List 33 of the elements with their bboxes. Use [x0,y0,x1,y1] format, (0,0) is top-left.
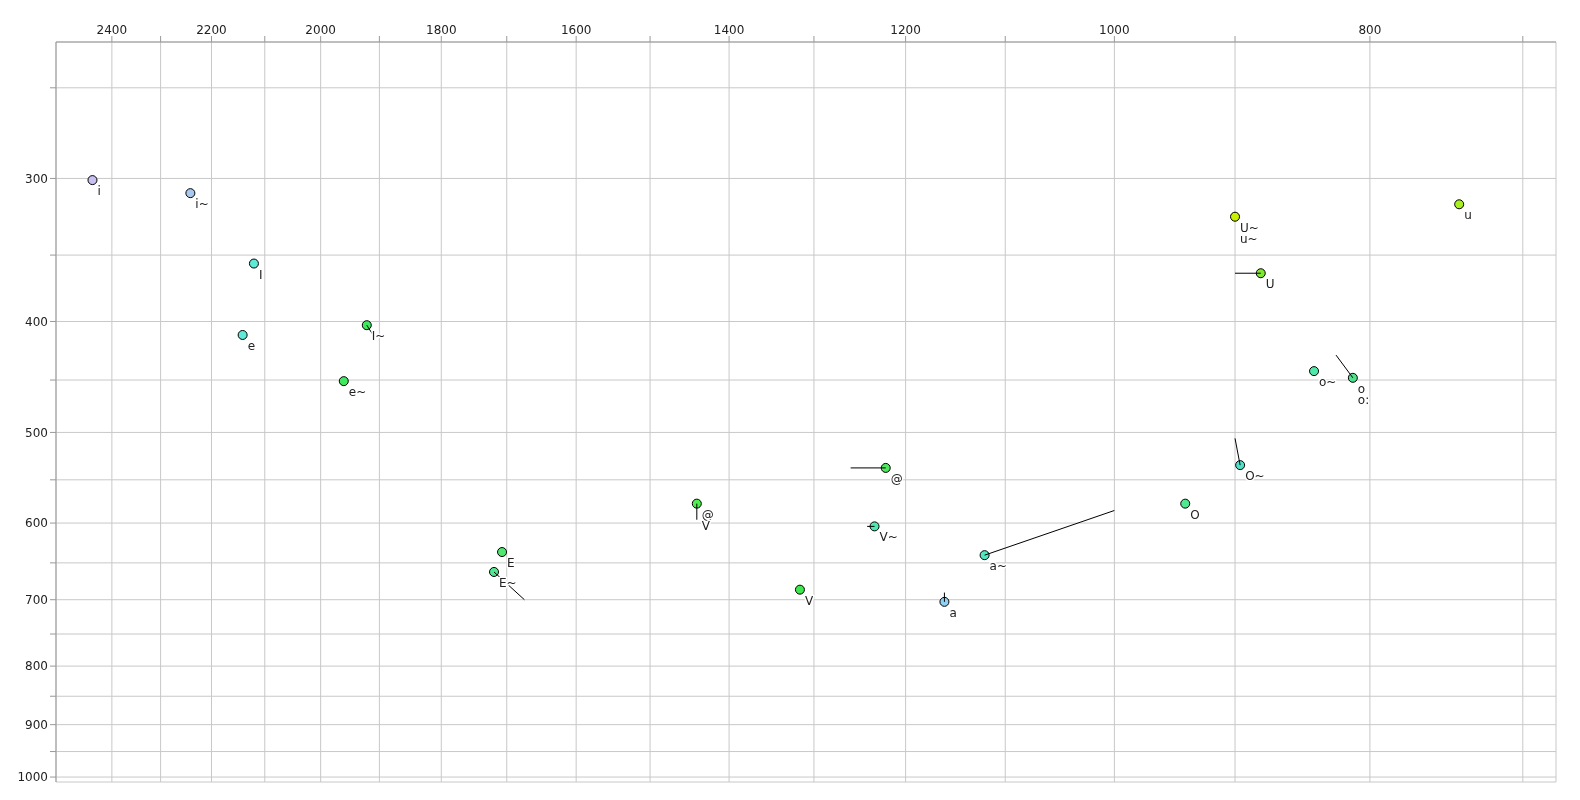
annotation: e~ [348,385,367,400]
y-tick-label: 300 [25,171,48,186]
annotation: O~ [1245,469,1265,484]
y-tick-label: 600 [25,516,48,531]
y-tick-label: 400 [25,314,48,329]
annotation: a~ [989,559,1008,574]
annotation: u [1464,208,1472,223]
annotation: a [949,605,957,620]
y-tick-label: 700 [25,592,48,607]
x-tick-label: 1600 [560,23,592,37]
x-tick-label: 800 [1358,23,1382,37]
annotation: i~ [195,197,209,212]
annotation: e [247,338,256,353]
y-tick-label: 800 [25,659,48,674]
annotation: o~ [1319,375,1337,390]
annotation: E [507,556,515,571]
annotation: U [1265,277,1275,292]
annotation: O [1190,507,1200,522]
annotation: i [97,184,101,199]
annotation: V [804,593,814,608]
annotation: I [258,267,263,282]
y-tick-label: 900 [25,717,48,732]
x-tick-label: 2400 [96,23,128,37]
x-tick-label: 2000 [305,23,336,37]
x-tick-label: 1000 [1099,23,1130,37]
x-tick-label: 1200 [890,23,921,37]
x-tick-label: 1400 [713,23,745,37]
y-tick-label: 1000 [17,770,48,785]
annotation: @ [890,471,903,486]
x-tick-label: 2200 [196,23,227,37]
annotation: V~ [879,530,898,545]
x-tick-label: 1800 [426,23,457,37]
y-tick-label: 500 [25,425,48,440]
